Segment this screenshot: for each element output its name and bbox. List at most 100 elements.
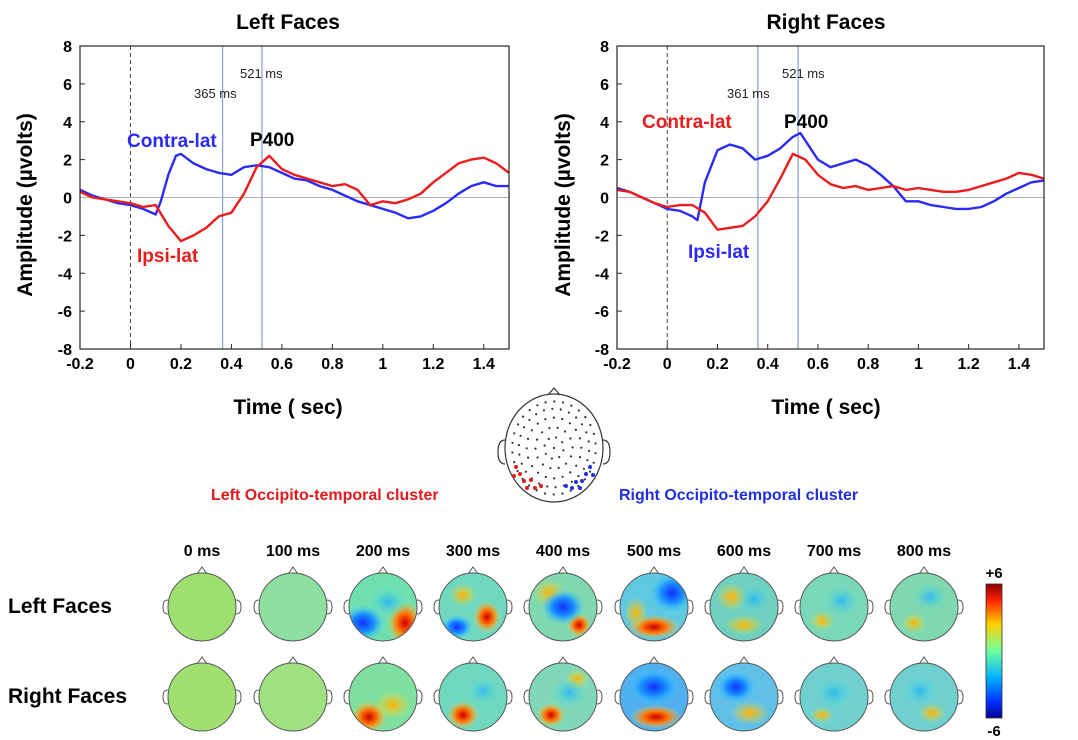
left-cluster-electrode: [525, 486, 529, 490]
electrode-dot: [585, 431, 588, 434]
electrode-dot: [558, 456, 561, 459]
electrode-dot: [523, 426, 526, 429]
nose-icon: [287, 656, 299, 665]
ear-icon: [235, 599, 242, 615]
ear-icon: [777, 599, 784, 615]
left-cluster-label: Left Occipito-temporal cluster: [211, 487, 439, 504]
nose-icon: [828, 566, 840, 575]
colorbar: +6 -6: [985, 565, 1002, 740]
ear-icon: [253, 689, 260, 705]
electrode-dot: [549, 467, 552, 470]
time-label: 0 ms: [184, 543, 221, 560]
electrode-dot: [582, 467, 586, 470]
x-axis-label: Time ( sec): [771, 396, 880, 419]
topoplot-head: [253, 566, 333, 642]
ear-icon: [596, 689, 603, 705]
topoplot-head: [433, 656, 513, 732]
ear-icon: [506, 599, 513, 615]
ear-icon: [523, 689, 530, 705]
x-axis-label: Time ( sec): [233, 396, 342, 419]
electrode-dot: [516, 423, 520, 426]
ipsi-lat-label: Ipsi-lat: [688, 242, 750, 263]
electrode-dot: [524, 470, 528, 473]
row-label-left-faces: Left Faces: [8, 595, 112, 618]
ear-icon: [687, 599, 694, 615]
electrode-dot: [575, 416, 578, 419]
x-tick-label: 1: [378, 356, 387, 373]
topoplot-head: [162, 656, 242, 732]
electrode-dot: [569, 455, 573, 458]
ear-icon: [704, 599, 711, 615]
electrode-dot: [588, 449, 591, 452]
time-label: 600 ms: [717, 543, 771, 560]
nose-icon: [738, 566, 750, 575]
y-tick-label: -2: [595, 228, 609, 245]
x-tick-label: 1.2: [422, 356, 444, 373]
x-tick-label: 0.4: [220, 356, 242, 373]
colorbar-min-label: -6: [987, 723, 1000, 740]
y-tick-label: -4: [595, 266, 609, 283]
topoplot-head: [253, 656, 333, 732]
colorbar-max-label: +6: [985, 565, 1002, 582]
electrode-dot: [538, 482, 541, 485]
topoplot-head: [794, 566, 874, 642]
topoplot-head: [884, 656, 964, 732]
right-cluster-electrode: [564, 484, 568, 488]
contra-lat-series-line: [79, 152, 509, 220]
right-cluster-electrode: [588, 465, 592, 469]
electrode-dot: [561, 475, 564, 478]
right-cluster-electrode: [578, 486, 582, 490]
electrode-dot: [530, 429, 533, 432]
nose-icon: [557, 566, 569, 575]
topoplot-grid: 0 ms 100 ms 200 ms 300 ms 400 ms 500 ms …: [8, 543, 964, 732]
y-tick-label: -8: [58, 342, 72, 359]
electrode-dot: [586, 459, 589, 462]
electrode-dot: [557, 466, 560, 469]
electrode-dot: [571, 446, 574, 449]
topoplot-head: [704, 656, 784, 732]
right-ear-icon: [602, 439, 611, 465]
electrode-dot: [513, 432, 516, 435]
nose-icon: [648, 566, 660, 575]
electrode-dot: [528, 409, 531, 412]
electrode-dot: [543, 492, 547, 495]
electrode-dot: [592, 432, 596, 435]
electrode-dot: [544, 418, 547, 421]
electrode-dot: [570, 404, 573, 407]
x-tick-label: 0.8: [321, 356, 343, 373]
electrode-dot: [546, 485, 549, 488]
nose-icon: [828, 656, 840, 665]
contra-lat-series-line: [616, 131, 1045, 222]
electrode-dot: [522, 415, 525, 418]
electrode-dot: [551, 407, 554, 410]
right-cluster-electrode: [580, 479, 584, 483]
electrode-dot: [520, 462, 523, 465]
ear-icon: [235, 689, 242, 705]
electrode-dot: [569, 437, 572, 440]
electrode-dot: [534, 447, 537, 450]
electrode-dot: [511, 451, 514, 454]
ear-icon: [416, 689, 423, 705]
electrode-dot: [535, 489, 538, 492]
topoplot-head: [884, 566, 964, 642]
electrode-dot: [541, 431, 544, 434]
ear-icon: [614, 599, 621, 615]
electrode-dot: [578, 456, 582, 459]
electrode-dot: [548, 427, 551, 430]
electrode-dot: [552, 493, 555, 496]
x-tick-label: 0: [126, 356, 135, 373]
right-cluster-electrode: [591, 473, 595, 477]
electrode-dot: [527, 456, 530, 459]
ear-icon: [614, 689, 621, 705]
electrode-dot: [544, 452, 547, 455]
electrode-dot: [517, 444, 521, 447]
ear-icon: [523, 599, 530, 615]
ear-icon: [884, 599, 891, 615]
electrode-dot: [511, 441, 514, 444]
electrode-dot: [553, 477, 556, 480]
electrode-dot: [577, 409, 580, 412]
electrode-dot: [528, 418, 531, 421]
time-label: 200 ms: [356, 543, 410, 560]
electrode-dot: [567, 411, 571, 414]
nose-icon: [918, 566, 930, 575]
